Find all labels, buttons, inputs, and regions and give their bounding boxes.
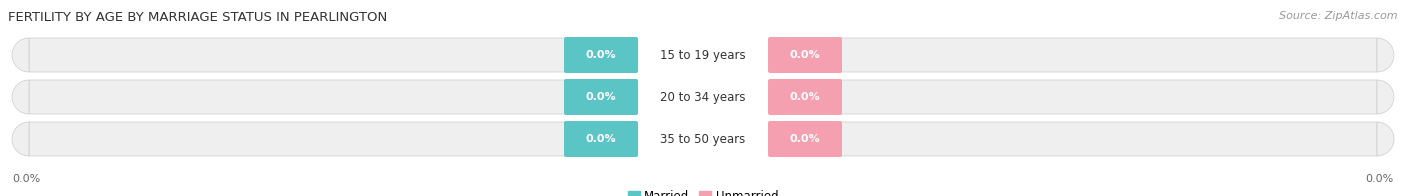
Text: 0.0%: 0.0% [586, 50, 616, 60]
FancyBboxPatch shape [636, 37, 770, 73]
Text: 0.0%: 0.0% [790, 92, 820, 102]
Text: FERTILITY BY AGE BY MARRIAGE STATUS IN PEARLINGTON: FERTILITY BY AGE BY MARRIAGE STATUS IN P… [8, 11, 387, 24]
Text: 35 to 50 years: 35 to 50 years [661, 132, 745, 145]
FancyBboxPatch shape [636, 79, 770, 115]
FancyBboxPatch shape [564, 37, 638, 73]
FancyBboxPatch shape [30, 38, 1376, 72]
Text: 20 to 34 years: 20 to 34 years [661, 91, 745, 103]
FancyBboxPatch shape [564, 79, 638, 115]
Text: 0.0%: 0.0% [586, 134, 616, 144]
Text: 0.0%: 0.0% [586, 92, 616, 102]
FancyBboxPatch shape [30, 80, 1376, 114]
Wedge shape [13, 80, 30, 114]
Wedge shape [13, 38, 30, 72]
Legend: Married, Unmarried: Married, Unmarried [628, 190, 778, 196]
Text: 15 to 19 years: 15 to 19 years [661, 48, 745, 62]
Text: 0.0%: 0.0% [790, 50, 820, 60]
FancyBboxPatch shape [768, 79, 842, 115]
FancyBboxPatch shape [768, 121, 842, 157]
Text: Source: ZipAtlas.com: Source: ZipAtlas.com [1279, 11, 1398, 21]
Text: 0.0%: 0.0% [1365, 174, 1393, 184]
FancyBboxPatch shape [564, 121, 638, 157]
Wedge shape [13, 122, 30, 156]
Wedge shape [1376, 80, 1393, 114]
Text: 0.0%: 0.0% [13, 174, 41, 184]
Wedge shape [1376, 122, 1393, 156]
Text: 0.0%: 0.0% [790, 134, 820, 144]
FancyBboxPatch shape [30, 122, 1376, 156]
FancyBboxPatch shape [636, 121, 770, 157]
FancyBboxPatch shape [768, 37, 842, 73]
Wedge shape [1376, 38, 1393, 72]
